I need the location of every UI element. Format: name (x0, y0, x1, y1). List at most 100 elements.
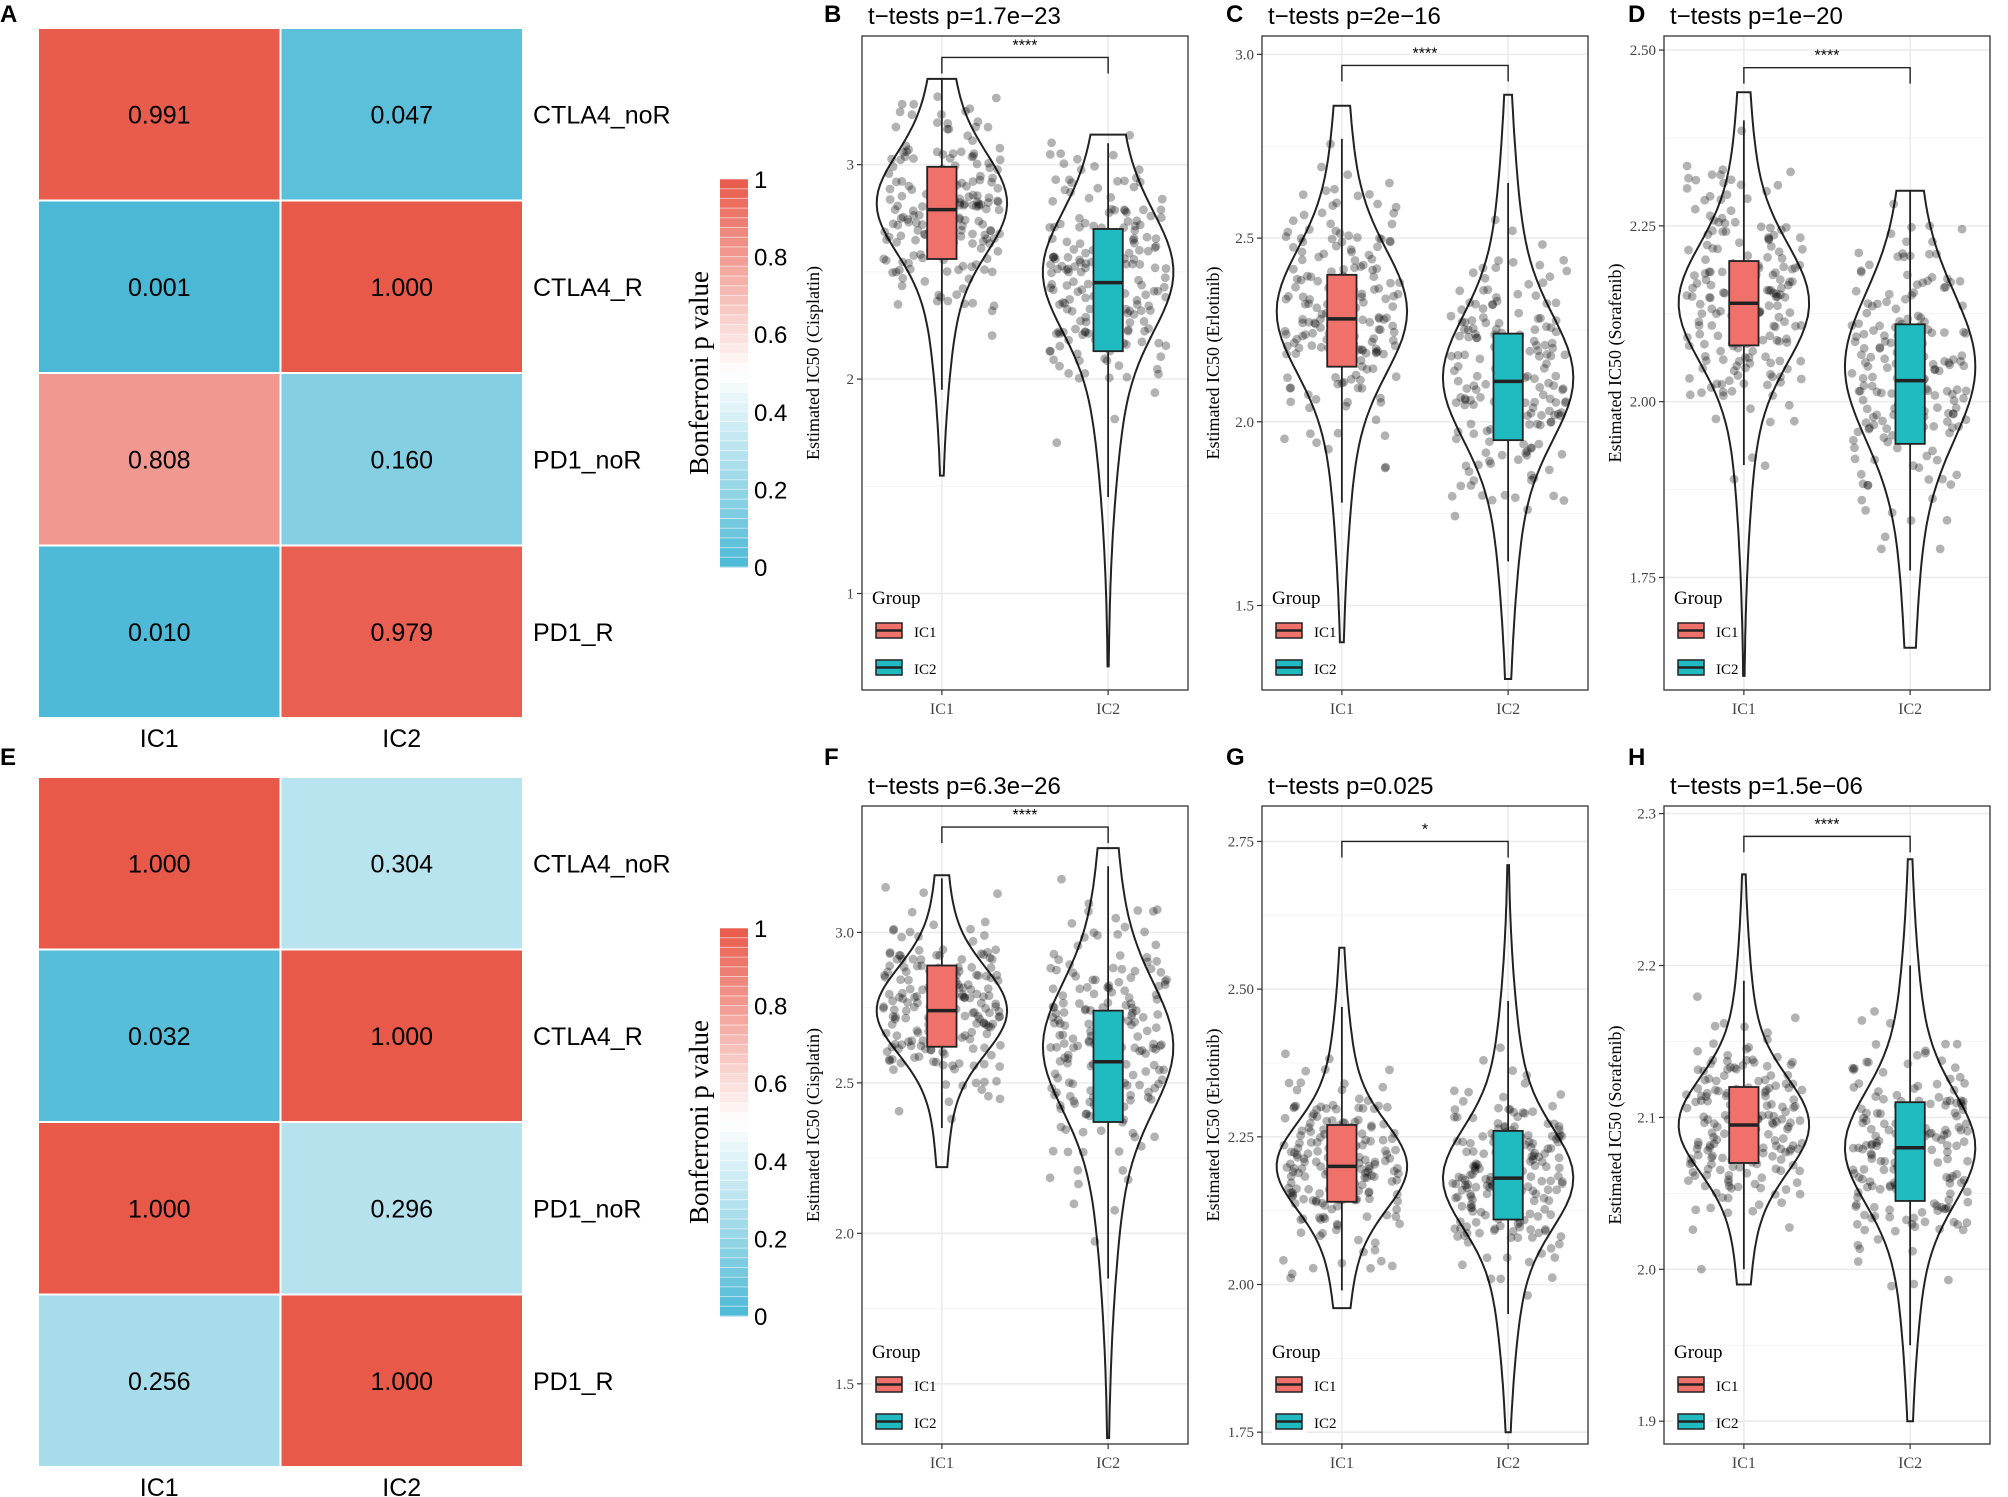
data-point (1152, 905, 1162, 915)
data-point (1283, 227, 1293, 237)
data-point (1124, 993, 1134, 1003)
legend-swatch (720, 1073, 748, 1084)
data-point (1292, 1085, 1302, 1095)
data-point (1078, 1127, 1088, 1137)
legend-swatch (720, 1267, 748, 1278)
data-point (1797, 1138, 1807, 1148)
data-point (1091, 975, 1100, 985)
data-point (1286, 383, 1296, 393)
data-point (1853, 427, 1863, 437)
data-point (1887, 389, 1897, 398)
data-point (1055, 300, 1064, 309)
data-point (1080, 933, 1089, 942)
data-point (1706, 1059, 1716, 1069)
legend-swatch (720, 188, 748, 199)
violin-outline (1275, 104, 1409, 644)
data-point (1055, 1019, 1065, 1028)
data-point (1785, 1147, 1794, 1156)
data-point (1711, 1188, 1721, 1198)
data-point (1490, 1224, 1500, 1234)
data-point (1370, 1157, 1380, 1167)
data-point (1764, 234, 1774, 244)
data-point (1284, 291, 1293, 301)
data-point (1142, 232, 1152, 242)
data-point (1871, 1131, 1881, 1141)
data-point (1385, 178, 1394, 188)
legend-label: IC1 (1314, 625, 1337, 641)
data-point (1849, 1169, 1859, 1178)
heatmap-cell (279, 1293, 524, 1468)
data-point (1959, 1137, 1969, 1147)
data-point (1303, 1149, 1313, 1158)
data-point (1325, 1054, 1334, 1064)
data-point (1143, 1092, 1153, 1102)
data-point (1781, 1147, 1790, 1157)
data-point (929, 1057, 938, 1066)
data-point (1553, 409, 1563, 419)
data-point (1766, 1071, 1776, 1080)
data-point (887, 154, 896, 164)
data-point (1153, 1010, 1163, 1019)
data-point (1090, 161, 1099, 171)
data-point (1541, 1226, 1550, 1236)
data-point (1160, 273, 1170, 282)
data-point (1306, 429, 1315, 439)
data-point (964, 274, 974, 284)
data-point (1157, 1075, 1167, 1085)
data-point (895, 950, 904, 960)
data-point (919, 888, 929, 898)
data-point (1108, 150, 1118, 160)
data-point (1963, 1156, 1972, 1166)
data-point (1134, 165, 1144, 175)
data-point (1304, 317, 1314, 327)
data-point (1466, 1192, 1476, 1201)
data-point (1549, 1119, 1559, 1129)
data-point (1301, 330, 1310, 340)
data-point (1528, 1186, 1538, 1196)
data-point (1688, 283, 1697, 293)
data-point (1478, 304, 1488, 313)
data-point (1059, 159, 1069, 169)
legend-swatch (720, 1209, 748, 1220)
data-point (1901, 294, 1910, 304)
data-point (1538, 240, 1547, 249)
significance-bracket (1743, 835, 1911, 853)
data-point (1129, 310, 1139, 319)
data-point (1456, 393, 1466, 402)
data-point (1796, 356, 1806, 366)
data-point (957, 955, 967, 964)
data-point (1151, 242, 1161, 251)
data-point (975, 1014, 984, 1024)
row-label: CTLA4_noR (533, 101, 671, 129)
data-point (995, 155, 1005, 165)
data-point (1110, 205, 1120, 215)
data-point (1710, 1021, 1720, 1031)
data-point (1560, 398, 1570, 408)
data-point (1773, 292, 1782, 302)
data-point (1064, 267, 1073, 277)
data-point (1554, 1122, 1564, 1131)
data-point (1560, 350, 1570, 360)
data-point (1700, 1118, 1709, 1128)
data-point (1055, 329, 1065, 338)
data-point (1157, 1040, 1166, 1049)
data-point (958, 990, 967, 999)
data-point (1508, 226, 1517, 236)
data-point (1135, 1080, 1144, 1090)
data-point (916, 955, 926, 964)
data-point (1534, 1228, 1544, 1238)
data-point (1380, 431, 1390, 441)
data-point (1286, 1172, 1296, 1181)
data-point (1485, 1176, 1495, 1185)
data-point (1534, 439, 1544, 449)
data-point (989, 234, 999, 244)
data-point (1460, 1175, 1470, 1185)
data-point (1138, 1012, 1148, 1022)
data-point (1694, 321, 1704, 330)
data-point (994, 205, 1004, 215)
x-tick-label: IC2 (1496, 701, 1520, 718)
data-point (936, 292, 946, 302)
data-point (1509, 1107, 1519, 1117)
data-point (1370, 285, 1379, 294)
